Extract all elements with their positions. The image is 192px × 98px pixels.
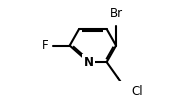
Text: N: N	[84, 56, 94, 69]
Text: Br: Br	[109, 7, 123, 20]
Text: F: F	[42, 39, 48, 52]
Text: Cl: Cl	[131, 85, 143, 98]
